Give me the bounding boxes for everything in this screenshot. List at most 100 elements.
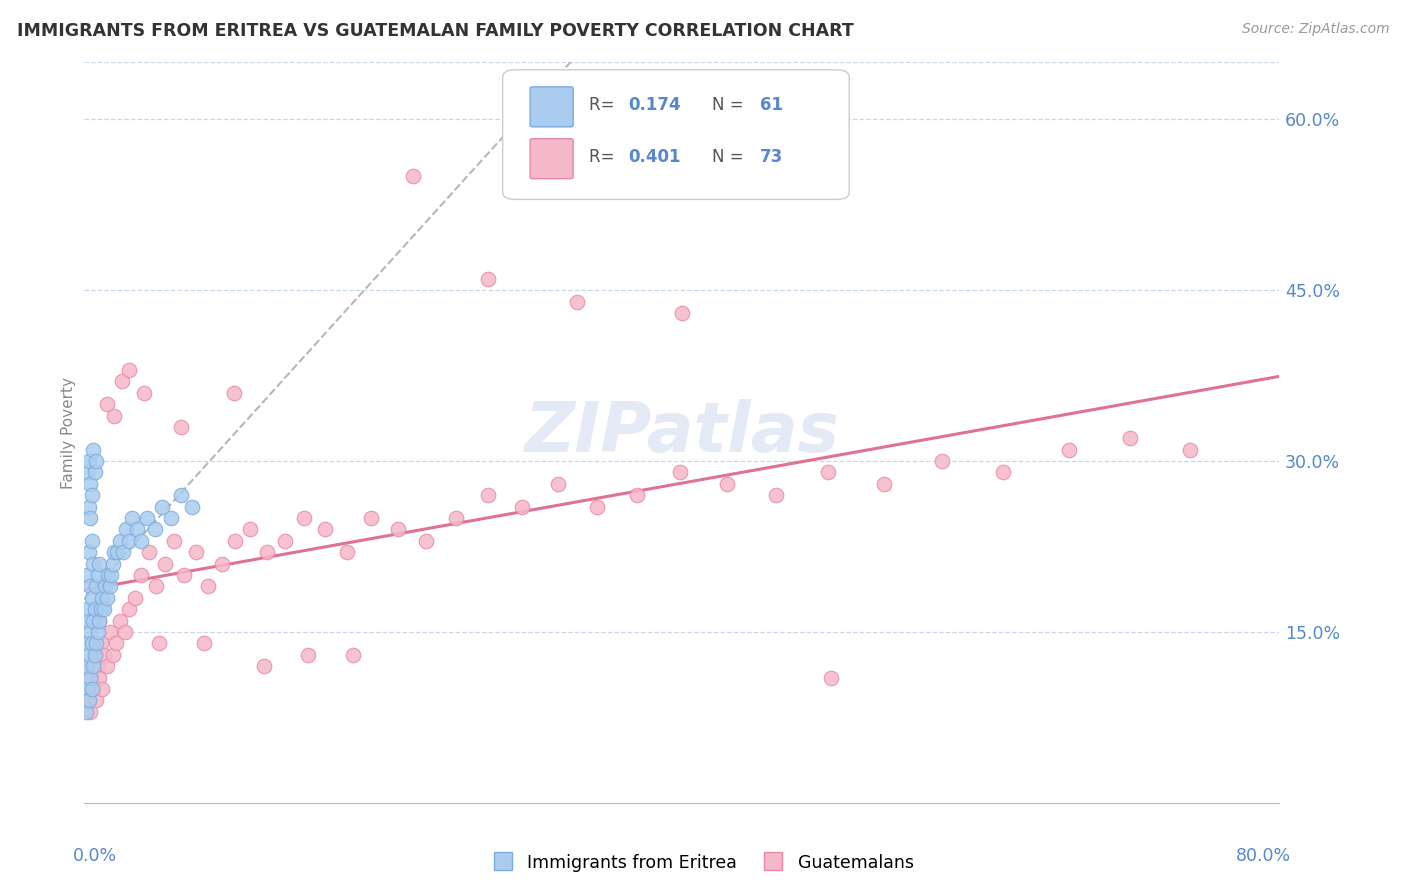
- Point: [87, 568, 110, 582]
- Point: [79, 705, 101, 719]
- Point: [80, 488, 103, 502]
- Point: [77, 500, 100, 514]
- Point: [820, 671, 842, 685]
- Point: [75, 705, 97, 719]
- Point: [138, 545, 160, 559]
- Y-axis label: Family Poverty: Family Poverty: [60, 376, 76, 489]
- Point: [79, 624, 101, 639]
- Point: [91, 591, 114, 605]
- Point: [76, 568, 98, 582]
- Point: [103, 409, 125, 423]
- Point: [197, 579, 219, 593]
- Point: [75, 659, 97, 673]
- Point: [110, 533, 132, 548]
- Point: [83, 648, 105, 662]
- Point: [239, 523, 262, 537]
- Point: [82, 659, 104, 673]
- Point: [153, 557, 176, 571]
- Point: [86, 636, 108, 650]
- Point: [98, 624, 121, 639]
- Point: [82, 614, 104, 628]
- Point: [111, 375, 134, 389]
- Point: [585, 500, 607, 514]
- Point: [211, 557, 233, 571]
- Point: [82, 442, 104, 457]
- Point: [931, 454, 953, 468]
- Point: [89, 671, 111, 685]
- Point: [186, 545, 208, 559]
- Point: [256, 545, 278, 559]
- Point: [477, 488, 499, 502]
- Point: [77, 648, 100, 662]
- Point: [93, 602, 115, 616]
- Point: [297, 648, 319, 662]
- Point: [292, 511, 315, 525]
- Point: [83, 648, 105, 662]
- Point: [170, 420, 193, 434]
- Point: [547, 476, 569, 491]
- Text: Source: ZipAtlas.com: Source: ZipAtlas.com: [1241, 22, 1389, 37]
- Point: [82, 681, 104, 696]
- Point: [89, 614, 111, 628]
- Point: [76, 466, 98, 480]
- Point: [118, 533, 141, 548]
- Point: [387, 523, 409, 537]
- Point: [76, 636, 98, 650]
- Point: [79, 476, 101, 491]
- Point: [253, 659, 276, 673]
- Point: [97, 568, 120, 582]
- Point: [115, 523, 138, 537]
- Point: [991, 466, 1014, 480]
- Point: [80, 636, 103, 650]
- Text: 0.0%: 0.0%: [73, 847, 117, 865]
- Text: 0.401: 0.401: [628, 148, 681, 166]
- Point: [150, 500, 173, 514]
- Point: [360, 511, 382, 525]
- Point: [1119, 431, 1142, 445]
- Point: [148, 636, 170, 650]
- Point: [114, 624, 136, 639]
- Point: [83, 466, 105, 480]
- Point: [125, 523, 148, 537]
- Point: [86, 454, 108, 468]
- Point: [86, 579, 108, 593]
- Point: [129, 533, 152, 548]
- Point: [79, 511, 101, 525]
- Point: [136, 511, 159, 525]
- FancyBboxPatch shape: [530, 87, 574, 127]
- Point: [145, 579, 167, 593]
- Point: [89, 614, 111, 628]
- Text: N =: N =: [711, 148, 744, 166]
- Point: [118, 602, 141, 616]
- Point: [76, 602, 98, 616]
- Point: [143, 523, 166, 537]
- Point: [79, 671, 101, 685]
- Point: [110, 614, 132, 628]
- Text: ZIPatlas: ZIPatlas: [524, 399, 839, 467]
- Point: [105, 545, 128, 559]
- Point: [100, 568, 122, 582]
- Point: [86, 693, 108, 707]
- Point: [98, 579, 121, 593]
- Point: [817, 466, 839, 480]
- Point: [96, 591, 118, 605]
- Point: [93, 648, 115, 662]
- Point: [129, 568, 152, 582]
- Point: [103, 545, 125, 559]
- Point: [415, 533, 437, 548]
- Point: [163, 533, 186, 548]
- Point: [1057, 442, 1080, 457]
- Point: [336, 545, 359, 559]
- Point: [77, 693, 100, 707]
- Point: [96, 659, 118, 673]
- Point: [132, 385, 156, 400]
- Text: IMMIGRANTS FROM ERITREA VS GUATEMALAN FAMILY POVERTY CORRELATION CHART: IMMIGRANTS FROM ERITREA VS GUATEMALAN FA…: [17, 22, 853, 40]
- Point: [716, 476, 738, 491]
- Point: [76, 693, 98, 707]
- Text: R=: R=: [589, 148, 620, 166]
- Point: [80, 671, 103, 685]
- Text: 0.174: 0.174: [628, 96, 681, 114]
- Point: [671, 306, 693, 320]
- Text: R=: R=: [589, 96, 620, 114]
- Point: [89, 557, 111, 571]
